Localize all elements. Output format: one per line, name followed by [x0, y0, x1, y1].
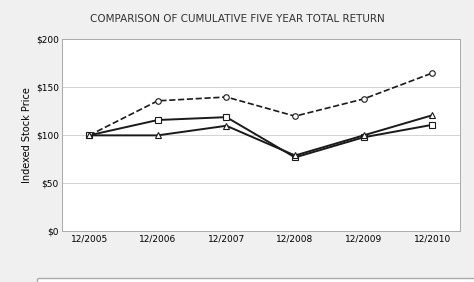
Y-axis label: Indexed Stock Price: Indexed Stock Price [22, 87, 32, 183]
Legend: Laboratory Corporation of America Holdings, S&P 500 Index, S&P 400 Health Care I: Laboratory Corporation of America Holdin… [37, 277, 474, 282]
Text: COMPARISON OF CUMULATIVE FIVE YEAR TOTAL RETURN: COMPARISON OF CUMULATIVE FIVE YEAR TOTAL… [90, 14, 384, 24]
